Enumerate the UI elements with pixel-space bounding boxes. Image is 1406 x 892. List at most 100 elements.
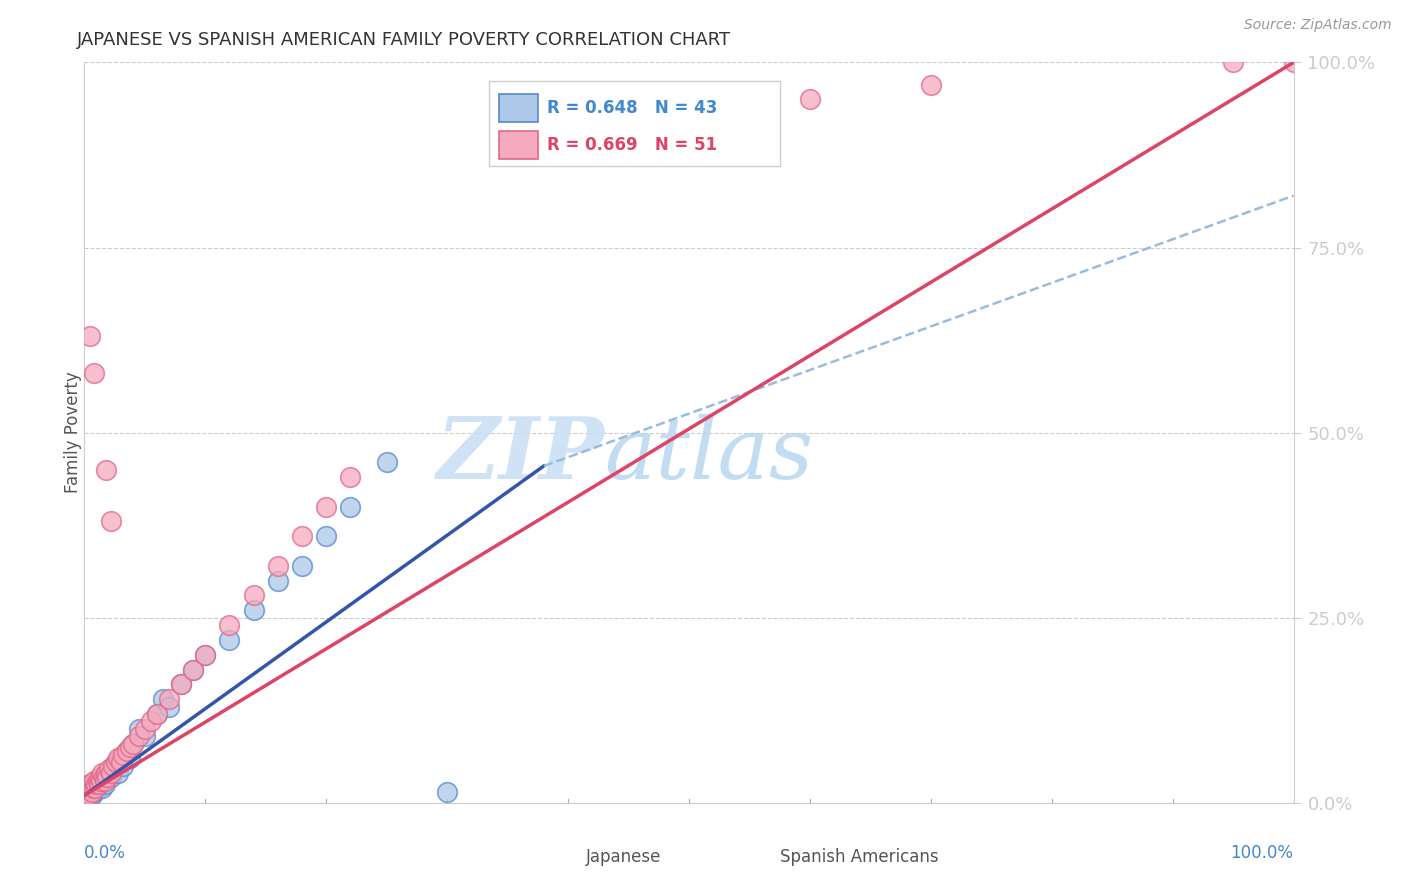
Point — [218, 618, 240, 632]
Text: ZIP: ZIP — [436, 413, 605, 497]
Point — [157, 699, 180, 714]
Point — [93, 773, 115, 788]
Point — [82, 780, 104, 795]
Point — [97, 766, 120, 780]
Point — [115, 744, 138, 758]
Point — [139, 714, 162, 729]
Bar — [544, 848, 581, 871]
Point — [170, 677, 193, 691]
Point — [194, 648, 217, 662]
Point — [315, 529, 337, 543]
Point — [100, 766, 122, 780]
Point — [94, 770, 117, 784]
Point — [267, 558, 290, 573]
Point — [181, 663, 204, 677]
Point — [75, 789, 97, 803]
Text: atlas: atlas — [605, 414, 814, 496]
Point — [110, 755, 132, 769]
Point — [1282, 55, 1305, 70]
Bar — [499, 130, 538, 159]
Point — [120, 751, 142, 765]
Point — [79, 777, 101, 791]
Point — [82, 780, 104, 795]
Point — [121, 737, 143, 751]
Point — [87, 777, 110, 791]
Point — [121, 737, 143, 751]
Point — [110, 751, 132, 765]
Y-axis label: Family Poverty: Family Poverty — [65, 372, 82, 493]
Point — [76, 785, 98, 799]
Point — [79, 777, 101, 791]
Point — [152, 692, 174, 706]
Point — [218, 632, 240, 647]
Text: R = 0.648   N = 43: R = 0.648 N = 43 — [547, 99, 718, 117]
Text: 0.0%: 0.0% — [84, 844, 127, 862]
Point — [112, 747, 135, 762]
Point — [103, 758, 125, 772]
Text: JAPANESE VS SPANISH AMERICAN FAMILY POVERTY CORRELATION CHART: JAPANESE VS SPANISH AMERICAN FAMILY POVE… — [77, 31, 731, 49]
Point — [97, 763, 120, 777]
Point — [157, 692, 180, 706]
Point — [242, 589, 264, 603]
Point — [146, 706, 169, 721]
Text: Source: ZipAtlas.com: Source: ZipAtlas.com — [1244, 18, 1392, 32]
Text: Spanish Americans: Spanish Americans — [780, 848, 938, 866]
Point — [146, 706, 169, 721]
Bar — [737, 848, 773, 871]
Point — [91, 780, 114, 795]
Point — [87, 773, 110, 788]
Point — [94, 766, 117, 780]
Point — [90, 770, 112, 784]
Point — [115, 744, 138, 758]
Point — [86, 773, 108, 788]
Point — [83, 367, 105, 381]
Point — [181, 663, 204, 677]
Point — [83, 785, 105, 799]
Point — [77, 780, 100, 795]
Point — [100, 770, 122, 784]
Point — [104, 755, 127, 769]
Point — [80, 789, 103, 803]
Point — [107, 766, 129, 780]
Text: Japanese: Japanese — [586, 848, 662, 866]
Point — [339, 500, 361, 514]
Point — [128, 729, 150, 743]
Point — [77, 789, 100, 803]
Point — [315, 500, 337, 514]
Point — [94, 773, 117, 788]
Point — [94, 777, 117, 791]
Point — [120, 740, 142, 755]
Point — [436, 785, 458, 799]
Point — [134, 722, 156, 736]
Point — [267, 574, 290, 588]
Point — [91, 766, 114, 780]
Point — [799, 92, 821, 106]
Point — [77, 789, 100, 803]
Bar — [499, 94, 538, 121]
Point — [86, 777, 108, 791]
Point — [170, 677, 193, 691]
Point — [920, 78, 942, 92]
Point — [242, 603, 264, 617]
Point — [83, 773, 105, 788]
Point — [291, 558, 314, 573]
Point — [104, 758, 127, 772]
Point — [375, 455, 398, 469]
Point — [100, 515, 122, 529]
Point — [86, 780, 108, 795]
FancyBboxPatch shape — [489, 81, 780, 166]
Point — [76, 780, 98, 795]
Point — [94, 462, 117, 476]
Point — [89, 777, 111, 791]
Point — [84, 777, 107, 791]
Point — [134, 729, 156, 743]
Point — [89, 770, 111, 784]
Point — [77, 785, 100, 799]
Point — [194, 648, 217, 662]
Point — [75, 789, 97, 803]
Text: R = 0.669   N = 51: R = 0.669 N = 51 — [547, 136, 717, 153]
Point — [86, 773, 108, 788]
Point — [112, 758, 135, 772]
Point — [90, 773, 112, 788]
Point — [1222, 55, 1244, 70]
